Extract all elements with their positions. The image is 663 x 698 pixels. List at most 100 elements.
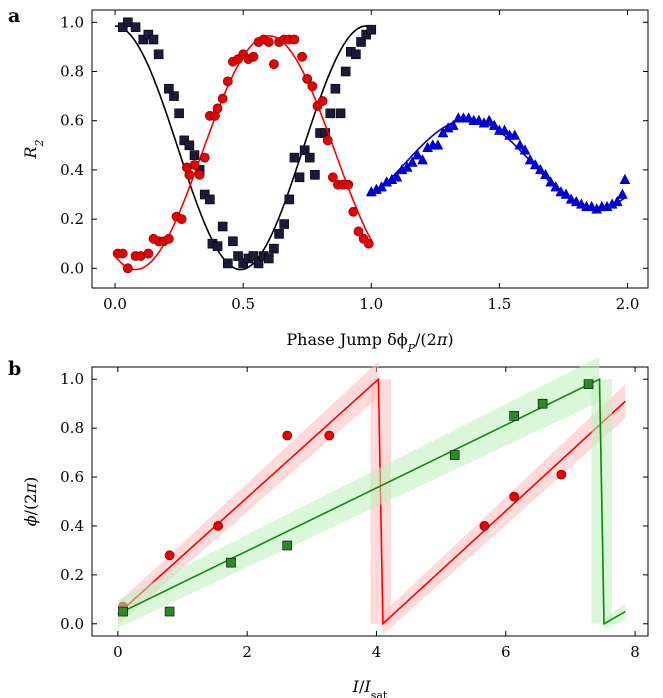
data-point xyxy=(432,139,444,150)
panel-letter: b xyxy=(8,358,21,380)
data-point xyxy=(322,135,333,146)
series-square xyxy=(117,356,626,630)
data-point xyxy=(130,22,141,33)
data-point xyxy=(248,251,259,261)
data-point xyxy=(449,450,460,460)
series-circle xyxy=(112,34,374,274)
data-point xyxy=(179,135,190,146)
x-tick-label: 8 xyxy=(630,643,640,661)
data-point xyxy=(164,606,175,617)
data-point xyxy=(148,34,159,45)
data-point xyxy=(519,144,531,155)
data-point xyxy=(479,521,490,531)
data-point xyxy=(123,17,133,28)
data-point xyxy=(269,59,279,70)
data-point xyxy=(343,179,354,190)
data-point xyxy=(233,251,243,261)
data-point xyxy=(289,34,300,45)
y-axis-label: ϕ/(2π) xyxy=(21,477,40,526)
series-triangle xyxy=(365,112,631,214)
x-axis-label: I/Isat xyxy=(352,677,388,698)
data-point xyxy=(353,226,364,237)
data-point xyxy=(294,172,305,183)
y-tick-label: 0.8 xyxy=(60,419,84,437)
data-point xyxy=(406,156,418,167)
data-point xyxy=(282,430,293,441)
data-point xyxy=(222,76,233,87)
data-point xyxy=(619,173,631,185)
data-point xyxy=(524,154,536,165)
data-point xyxy=(483,114,495,125)
data-point xyxy=(391,171,403,182)
y-tick-label: 0.0 xyxy=(60,259,84,277)
data-point xyxy=(616,188,628,199)
data-point xyxy=(282,540,293,551)
data-point xyxy=(340,66,351,77)
data-point xyxy=(366,24,377,35)
data-point xyxy=(226,557,236,568)
y-axis-label: R2 xyxy=(21,139,46,159)
data-point xyxy=(189,160,200,170)
panel-b: 0 2 4 6 8 0.0 0.2 0.4 0.6 0.8 1.0 b I/Isat ϕ/(2π) xyxy=(8,356,649,698)
fit-line xyxy=(117,377,626,626)
data-point xyxy=(153,49,164,60)
data-point xyxy=(279,219,289,229)
plot-frame xyxy=(91,9,649,289)
data-point xyxy=(556,469,567,480)
data-point xyxy=(509,491,520,502)
data-point xyxy=(545,176,557,187)
data-point xyxy=(537,398,548,409)
data-point xyxy=(213,521,223,531)
data-point xyxy=(117,248,128,259)
x-tick-label: 2.0 xyxy=(616,295,640,313)
data-point xyxy=(361,29,371,40)
data-point xyxy=(222,258,233,269)
data-point xyxy=(529,158,541,170)
data-point xyxy=(212,241,223,251)
data-point xyxy=(330,83,341,94)
data-point xyxy=(324,430,335,441)
confidence-band xyxy=(382,384,626,635)
data-point xyxy=(189,150,200,160)
data-point xyxy=(297,51,308,62)
data-point xyxy=(163,233,174,244)
data-point xyxy=(263,37,274,47)
data-point xyxy=(488,119,500,130)
data-point xyxy=(199,152,210,163)
data-point xyxy=(560,188,572,199)
data-point xyxy=(411,149,423,160)
data-point xyxy=(307,81,318,92)
data-point xyxy=(184,169,195,180)
data-point xyxy=(417,154,428,165)
data-point xyxy=(499,124,510,135)
confidence-band xyxy=(117,361,379,626)
x-tick-label: 1.5 xyxy=(487,295,511,313)
y-tick-label: 1.0 xyxy=(60,13,84,31)
data-point xyxy=(304,152,315,163)
data-point xyxy=(348,206,359,217)
data-point xyxy=(194,169,205,180)
data-point xyxy=(253,258,264,269)
data-point xyxy=(289,152,300,163)
data-point xyxy=(550,181,562,192)
series-square xyxy=(114,17,377,271)
data-point xyxy=(534,163,546,175)
y-tick-label: 0.6 xyxy=(60,468,84,486)
confidence-band xyxy=(117,356,600,628)
x-tick-label: 4 xyxy=(372,643,382,661)
x-tick-label: 2 xyxy=(242,643,252,661)
data-point xyxy=(217,221,228,232)
y-tick-label: 0.2 xyxy=(60,210,84,228)
data-point xyxy=(269,243,279,254)
data-point xyxy=(138,34,149,45)
y-tick-label: 0.0 xyxy=(60,615,84,633)
x-tick-label: 0 xyxy=(113,643,123,661)
data-point xyxy=(335,108,346,119)
confidence-band xyxy=(604,603,626,630)
data-point xyxy=(363,238,374,249)
x-tick-label: 0.5 xyxy=(231,295,255,313)
data-point xyxy=(212,103,223,114)
data-point xyxy=(274,229,284,239)
data-point xyxy=(205,194,215,205)
data-point xyxy=(143,29,154,40)
